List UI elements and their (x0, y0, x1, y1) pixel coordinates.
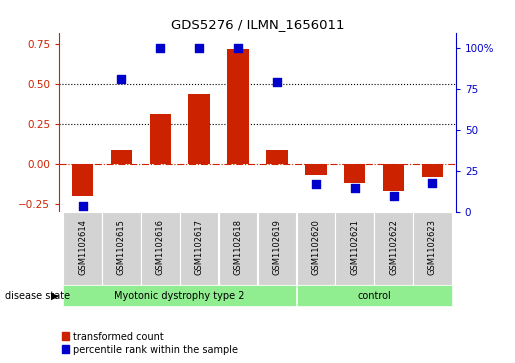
Point (78, 203, 87, 209)
Bar (344, 164, 365, 183)
Bar (374, 212, 413, 285)
Text: GSM1102615: GSM1102615 (117, 219, 126, 275)
Point (117, 76, 126, 82)
Point (273, 79, 281, 85)
Text: GSM1102621: GSM1102621 (350, 219, 359, 275)
Legend: transformed count, percentile rank within the sample: transformed count, percentile rank withi… (61, 331, 238, 355)
Bar (258, 212, 296, 285)
Text: GSM1102616: GSM1102616 (156, 219, 165, 275)
Bar (102, 212, 141, 285)
Point (351, 185, 359, 191)
Bar (335, 212, 374, 285)
Text: GSM1102614: GSM1102614 (78, 219, 87, 275)
Bar (297, 212, 335, 285)
Text: ▶: ▶ (50, 291, 59, 301)
Point (312, 182, 320, 187)
Bar (72, 164, 93, 196)
Bar (297, 285, 452, 306)
Bar (422, 164, 443, 177)
Bar (227, 49, 249, 164)
Bar (141, 212, 180, 285)
Text: GSM1102617: GSM1102617 (195, 219, 204, 275)
Point (234, 45, 242, 51)
Title: GDS5276 / ILMN_1656011: GDS5276 / ILMN_1656011 (171, 19, 344, 32)
Bar (63, 285, 296, 306)
Bar (111, 150, 132, 164)
Text: GSM1102623: GSM1102623 (428, 219, 437, 275)
Bar (413, 212, 452, 285)
Point (195, 45, 203, 51)
Text: GSM1102620: GSM1102620 (311, 219, 320, 275)
Bar (180, 212, 218, 285)
Bar (383, 164, 404, 192)
Text: Myotonic dystrophy type 2: Myotonic dystrophy type 2 (114, 291, 245, 301)
Text: disease state: disease state (5, 291, 70, 301)
Bar (150, 114, 171, 164)
Point (389, 193, 398, 199)
Text: GSM1102619: GSM1102619 (272, 219, 281, 275)
Text: GSM1102618: GSM1102618 (234, 219, 243, 275)
Bar (219, 212, 258, 285)
Bar (188, 94, 210, 164)
Point (428, 180, 437, 185)
Bar (63, 212, 102, 285)
Text: GSM1102622: GSM1102622 (389, 219, 398, 275)
Point (156, 45, 164, 51)
Bar (305, 164, 327, 175)
Text: control: control (357, 291, 391, 301)
Bar (266, 150, 288, 164)
